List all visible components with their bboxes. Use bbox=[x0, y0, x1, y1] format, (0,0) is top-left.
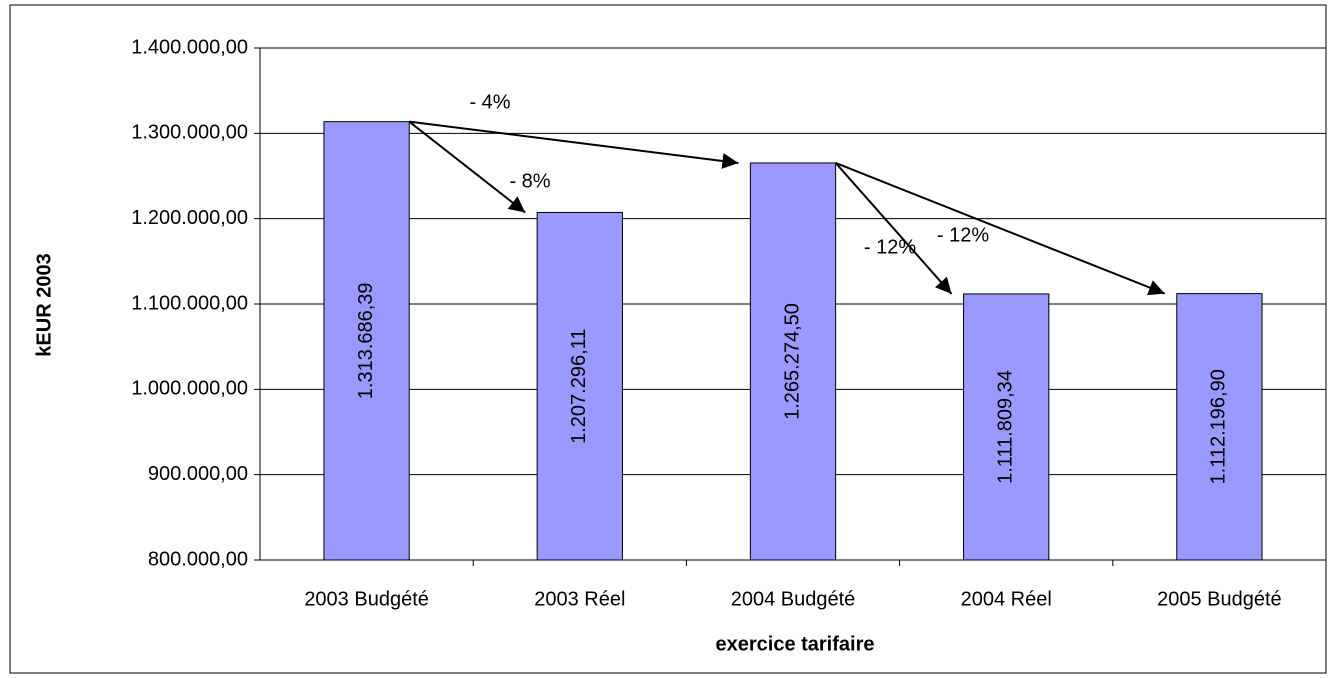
x-tick-label: 2004 Réel bbox=[961, 588, 1052, 610]
x-tick-label: 2005 Budgété bbox=[1157, 588, 1282, 610]
y-tick-label: 800.000,00 bbox=[148, 548, 248, 570]
bar bbox=[749, 162, 837, 561]
arrow bbox=[408, 120, 526, 214]
arrow bbox=[834, 162, 953, 295]
chart-border bbox=[9, 4, 1327, 674]
value-label: 1.313.686,39 bbox=[355, 282, 377, 399]
y-axis-title: kEUR 2003 bbox=[33, 253, 55, 356]
y-tick-label: 900.000,00 bbox=[148, 463, 248, 485]
y-tick-label: 1.400.000,00 bbox=[131, 36, 248, 58]
arrow bbox=[835, 162, 1166, 296]
annotation: - 12% bbox=[864, 236, 916, 258]
value-label: 1.207.296,11 bbox=[568, 329, 590, 444]
annotation: - 12% bbox=[937, 224, 989, 246]
annotation: - 4% bbox=[469, 91, 510, 113]
y-tick-label: 1.000.000,00 bbox=[131, 378, 248, 400]
bar bbox=[1176, 293, 1263, 561]
y-tick-label: 1.300.000,00 bbox=[131, 122, 248, 144]
y-tick-label: 1.100.000,00 bbox=[131, 292, 248, 314]
value-label: 1.265.274,50 bbox=[781, 303, 803, 420]
arrow bbox=[409, 120, 739, 169]
bar bbox=[963, 293, 1050, 561]
x-axis-title: exercice tarifaire bbox=[715, 633, 874, 655]
arrows bbox=[408, 120, 1166, 296]
value-label: 1.111.809,34 bbox=[994, 370, 1016, 484]
x-tick-label: 2004 Budgété bbox=[731, 588, 856, 610]
bar bbox=[536, 211, 623, 561]
annotation: - 8% bbox=[509, 170, 550, 192]
x-tick-label: 2003 Réel bbox=[534, 588, 625, 610]
x-tick-label: 2003 Budgété bbox=[304, 588, 429, 610]
value-label: 1.112.196,90 bbox=[1208, 369, 1230, 484]
y-tick-label: 1.200.000,00 bbox=[131, 207, 248, 229]
